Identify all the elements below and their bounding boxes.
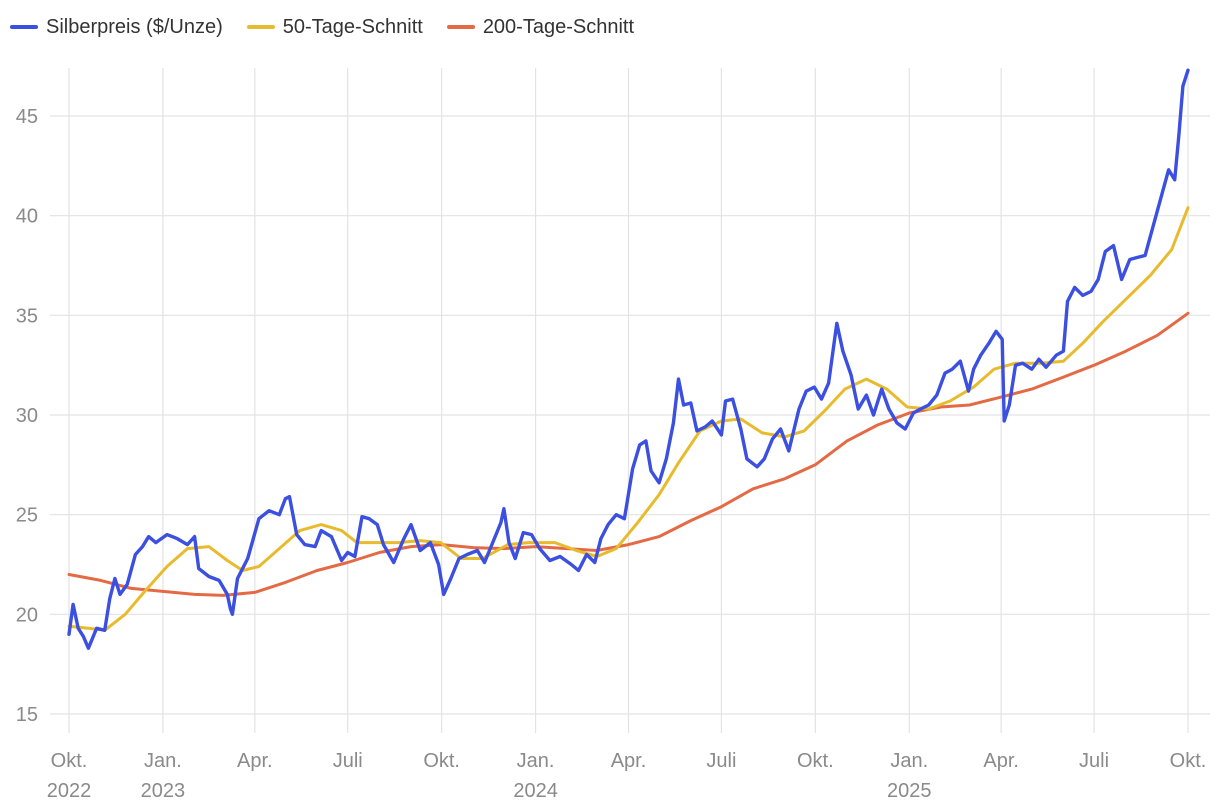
legend-label-ma200: 200-Tage-Schnitt xyxy=(482,15,635,38)
x-tick-year-label: 2023 xyxy=(141,780,186,802)
series-line-ma200[interactable] xyxy=(67,311,1190,597)
x-tick-label: Okt. xyxy=(797,750,834,772)
legend-swatch-ma200 xyxy=(446,25,475,29)
legend-label-ma50: 50-Tage-Schnitt xyxy=(282,15,423,38)
grid-lines xyxy=(50,68,1210,733)
series-line-silver-price[interactable] xyxy=(67,68,1190,650)
legend-swatch-ma50 xyxy=(246,25,275,29)
x-tick-label: Jan. xyxy=(517,750,555,772)
legend-label-silver: Silberpreis ($/Unze) xyxy=(46,15,223,38)
x-axis-ticks: Okt. 2022 Jan. 2023 Apr. Juli Okt. Jan. 2024 Apr.… xyxy=(47,750,1207,802)
x-tick-label: Juli xyxy=(1079,750,1109,772)
series-lines xyxy=(67,68,1190,650)
x-tick-label: Okt. xyxy=(1170,750,1207,772)
x-tick-label: Jan. xyxy=(144,750,182,772)
x-tick-label: Okt. xyxy=(423,750,460,772)
y-tick-label: 40 xyxy=(16,206,38,228)
legend-swatch-silver xyxy=(10,25,38,29)
legend-item-ma200[interactable]: 200-Tage-Schnitt xyxy=(446,15,635,39)
y-tick-label: 30 xyxy=(16,405,38,427)
x-tick-year-label: 2025 xyxy=(887,780,932,802)
x-tick-label: Jan. xyxy=(890,750,928,772)
y-axis-ticks: 15 20 25 30 35 40 45 xyxy=(16,106,38,726)
x-tick-label: Okt. xyxy=(51,750,88,772)
x-tick-label: Apr. xyxy=(983,750,1019,772)
y-tick-label: 15 xyxy=(16,704,38,726)
chart-legend: Silberpreis ($/Unze) 50-Tage-Schnitt 200… xyxy=(10,12,634,42)
x-tick-label: Juli xyxy=(706,750,736,772)
legend-item-ma50[interactable]: 50-Tage-Schnitt xyxy=(246,15,423,39)
y-tick-label: 25 xyxy=(16,505,38,527)
x-tick-label: Apr. xyxy=(611,750,647,772)
y-tick-label: 35 xyxy=(16,305,38,327)
y-tick-label: 45 xyxy=(16,106,38,128)
x-tick-year-label: 2024 xyxy=(513,780,558,802)
x-tick-label: Apr. xyxy=(237,750,273,772)
legend-item-silver[interactable]: Silberpreis ($/Unze) xyxy=(10,16,223,39)
x-tick-year-label: 2022 xyxy=(47,780,92,802)
y-tick-label: 20 xyxy=(16,604,38,626)
x-tick-label: Juli xyxy=(333,750,363,772)
